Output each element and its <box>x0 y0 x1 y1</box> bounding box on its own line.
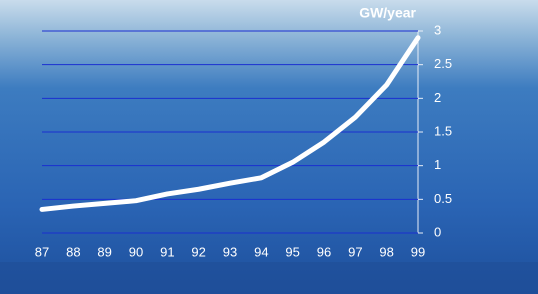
x-tick-label: 94 <box>254 244 268 259</box>
x-tick-label: 97 <box>348 244 362 259</box>
y-tick-label: 2 <box>434 90 441 105</box>
y-tick-label: 0 <box>434 224 441 239</box>
x-tick-label: 89 <box>97 244 111 259</box>
x-tick-label: 99 <box>411 244 425 259</box>
y-tick-label: 2.5 <box>434 56 452 71</box>
x-tick-label: 91 <box>160 244 174 259</box>
y-tick-label: 1.5 <box>434 123 452 138</box>
bottom-band <box>0 262 538 294</box>
axis-label: GW/year <box>359 5 416 21</box>
x-tick-label: 92 <box>191 244 205 259</box>
y-tick-label: 0.5 <box>434 191 452 206</box>
background <box>0 0 538 294</box>
x-tick-label: 88 <box>66 244 80 259</box>
chart: GW/year 0 0.5 1 1.5 2 2.5 3 87 88 89 90 91 92 93 94 95 9… <box>0 0 538 294</box>
x-tick-label: 96 <box>317 244 331 259</box>
x-tick-label: 87 <box>35 244 49 259</box>
y-tick-label: 3 <box>434 22 441 37</box>
y-tick-label: 1 <box>434 157 441 172</box>
x-tick-label: 98 <box>379 244 393 259</box>
x-tick-label: 90 <box>129 244 143 259</box>
x-tick-label: 95 <box>285 244 299 259</box>
x-tick-label: 93 <box>223 244 237 259</box>
